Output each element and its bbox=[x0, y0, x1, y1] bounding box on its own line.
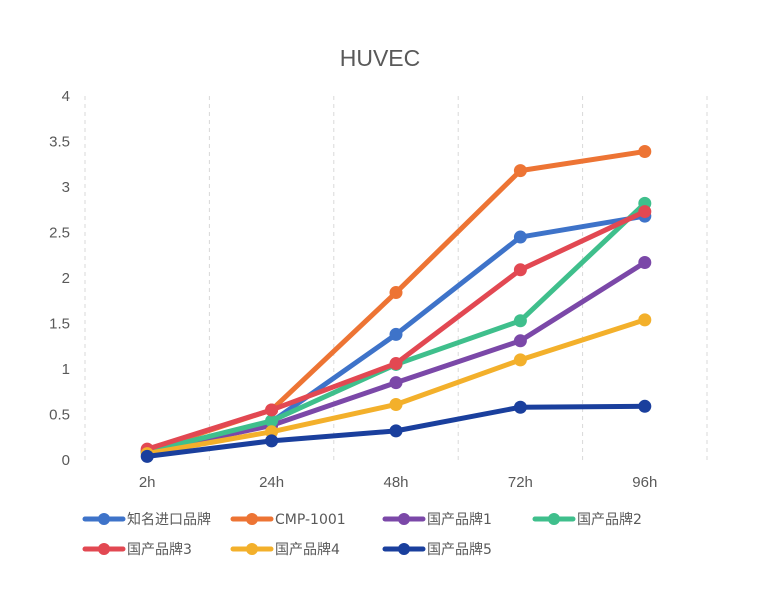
x-tick-label: 96h bbox=[632, 474, 657, 491]
legend-label: 国产品牌1 bbox=[427, 511, 492, 528]
data-point bbox=[638, 205, 652, 219]
x-axis-ticks: 2h 24h 48h 72h 96h bbox=[139, 474, 657, 491]
legend-item[interactable]: 国产品牌4 bbox=[230, 541, 340, 558]
x-tick-label: 24h bbox=[259, 474, 284, 491]
data-point bbox=[513, 314, 527, 328]
legend-marker-icon bbox=[246, 543, 258, 555]
data-point bbox=[513, 230, 527, 244]
legend-label: 国产品牌4 bbox=[275, 541, 340, 558]
y-tick-label: 0 bbox=[62, 452, 70, 469]
chart-title: HUVEC bbox=[340, 45, 421, 71]
data-point bbox=[513, 263, 527, 277]
legend-marker-icon bbox=[548, 513, 560, 525]
legend-label: 知名进口品牌 bbox=[127, 511, 211, 528]
data-point bbox=[389, 376, 403, 390]
legend-marker-icon bbox=[398, 513, 410, 525]
series-4 bbox=[140, 196, 652, 459]
series-6 bbox=[140, 313, 652, 461]
legend-label: 国产品牌5 bbox=[427, 541, 492, 558]
series-group bbox=[140, 145, 652, 463]
legend-item[interactable]: 国产品牌3 bbox=[82, 541, 192, 558]
legend-marker-icon bbox=[98, 513, 110, 525]
data-point bbox=[265, 434, 279, 448]
data-point bbox=[638, 256, 652, 270]
legend-item[interactable]: 国产品牌1 bbox=[382, 511, 492, 528]
series-line bbox=[144, 200, 648, 455]
data-point bbox=[638, 313, 652, 327]
y-tick-label: 0.5 bbox=[49, 407, 70, 424]
x-tick-label: 48h bbox=[383, 474, 408, 491]
y-tick-label: 3 bbox=[62, 179, 70, 196]
data-point bbox=[513, 164, 527, 178]
y-tick-label: 1.5 bbox=[49, 316, 70, 333]
y-tick-label: 2.5 bbox=[49, 225, 70, 242]
data-point bbox=[265, 414, 279, 428]
y-axis-ticks: 0 0.5 1 1.5 2 2.5 3 3.5 4 bbox=[49, 88, 70, 469]
data-point bbox=[513, 400, 527, 414]
x-tick-label: 72h bbox=[508, 474, 533, 491]
legend-item[interactable]: CMP-1001 bbox=[230, 512, 346, 528]
data-point bbox=[140, 449, 154, 463]
legend-label: CMP-1001 bbox=[275, 512, 346, 528]
legend-item[interactable]: 知名进口品牌 bbox=[82, 511, 211, 528]
series-5 bbox=[140, 205, 652, 456]
data-point bbox=[638, 145, 652, 159]
legend-marker-icon bbox=[246, 513, 258, 525]
x-tick-label: 2h bbox=[139, 474, 156, 491]
y-tick-label: 2 bbox=[62, 270, 70, 287]
legend-item[interactable]: 国产品牌2 bbox=[532, 511, 642, 528]
data-point bbox=[513, 334, 527, 348]
series-7 bbox=[140, 399, 652, 463]
data-point bbox=[389, 424, 403, 438]
legend-marker-icon bbox=[398, 543, 410, 555]
data-point bbox=[265, 425, 279, 439]
legend-item[interactable]: 国产品牌5 bbox=[382, 541, 492, 558]
data-point bbox=[265, 403, 279, 417]
legend-marker-icon bbox=[98, 543, 110, 555]
data-point bbox=[389, 327, 403, 341]
data-point bbox=[389, 397, 403, 411]
y-tick-label: 1 bbox=[62, 361, 70, 378]
data-point bbox=[389, 357, 403, 371]
y-tick-label: 3.5 bbox=[49, 134, 70, 151]
y-tick-label: 4 bbox=[62, 88, 70, 105]
data-point bbox=[389, 286, 403, 300]
legend: 知名进口品牌 CMP-1001 国产品牌1 国产品牌2 国产品牌3 国产品牌4 国产品牌5 bbox=[82, 511, 642, 558]
data-point bbox=[513, 353, 527, 367]
legend-label: 国产品牌2 bbox=[577, 511, 642, 528]
legend-label: 国产品牌3 bbox=[127, 541, 192, 558]
data-point bbox=[638, 399, 652, 413]
